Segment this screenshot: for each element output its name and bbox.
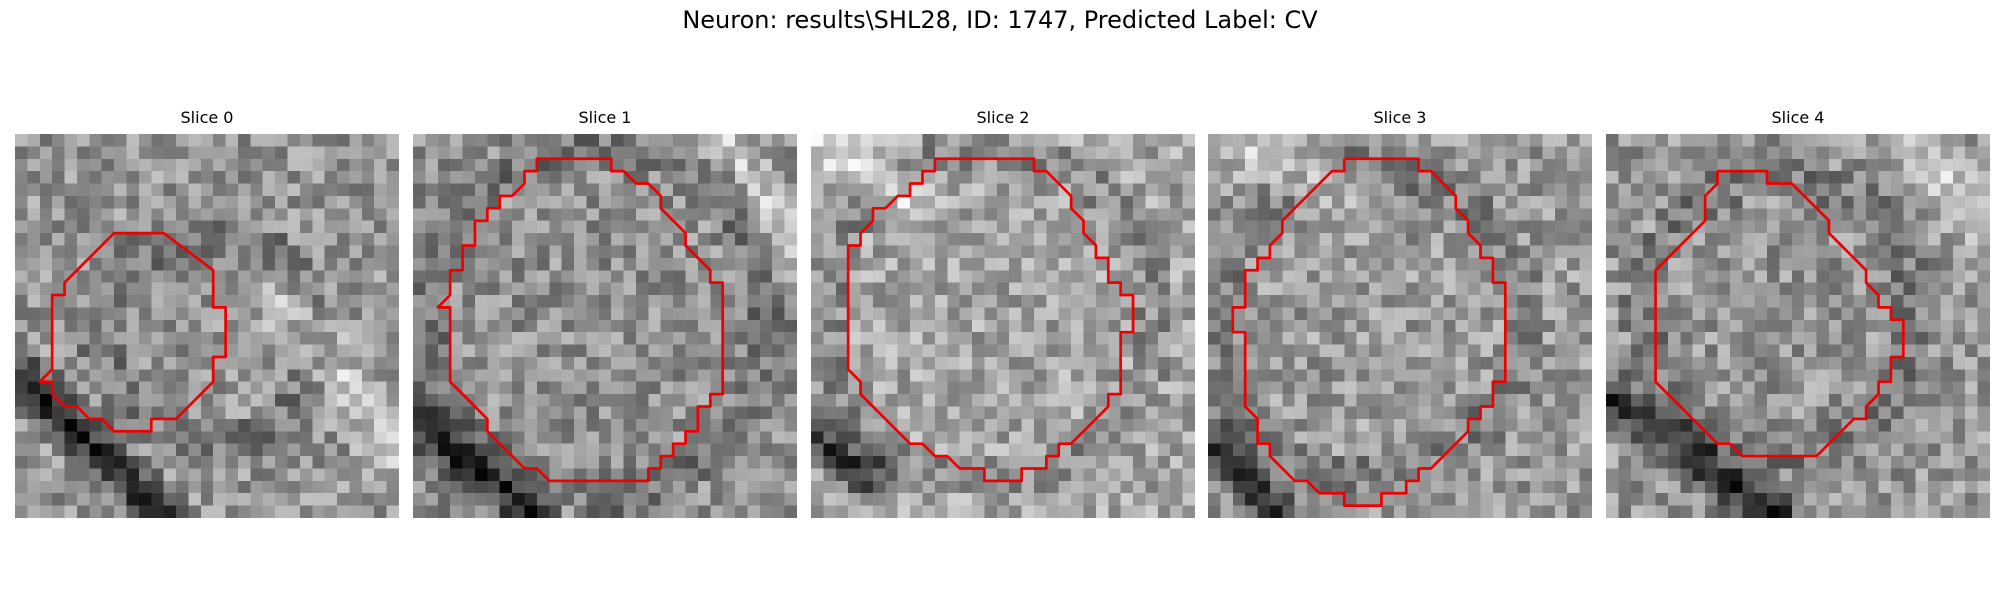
slice-image-1 [413,134,797,518]
slice-title-4: Slice 4 [1771,108,1825,127]
slice-pixels-2 [811,134,1195,518]
slice-pixels-3 [1208,134,1592,518]
slice-image-4 [1606,134,1990,518]
slice-title-1: Slice 1 [578,108,632,127]
contour-2 [846,157,1135,483]
slice-pixels-4 [1606,134,1990,518]
slice-title-3: Slice 3 [1373,108,1427,127]
slice-title-0: Slice 0 [180,108,234,127]
slice-image-2 [811,134,1195,518]
slice-image-0 [15,134,399,518]
contour-1 [436,157,725,483]
figure-title: Neuron: results\SHL28, ID: 1747, Predict… [682,6,1318,34]
contour-4 [1654,169,1905,458]
contour-3 [1231,157,1507,507]
slice-pixels-0 [15,134,399,518]
slice-image-3 [1208,134,1592,518]
slice-pixels-1 [413,134,797,518]
contour-0 [38,231,227,433]
slice-title-2: Slice 2 [976,108,1030,127]
